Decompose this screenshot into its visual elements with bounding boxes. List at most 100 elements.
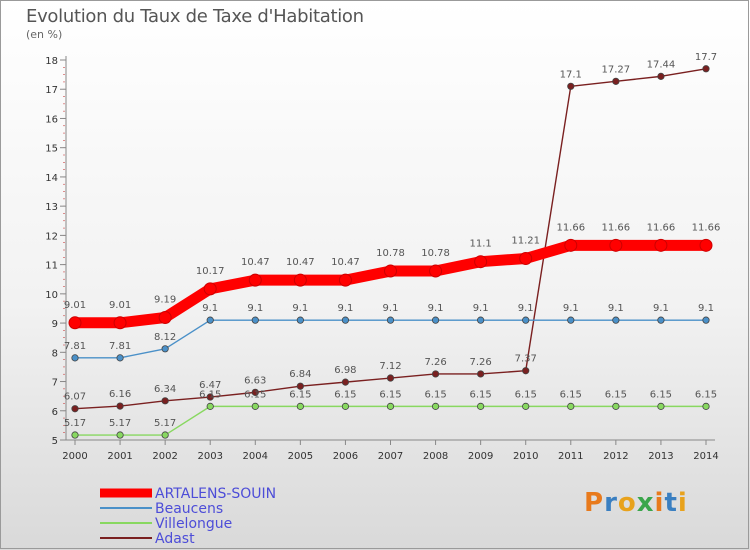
data-label: 9.1 (383, 303, 399, 314)
data-point (206, 316, 214, 324)
data-point (203, 282, 217, 296)
data-point (567, 402, 575, 410)
x-tick-label: 2009 (468, 451, 493, 462)
x-tick-label: 2008 (423, 451, 448, 462)
y-tick-label: 18 (45, 56, 58, 67)
data-point (251, 402, 259, 410)
data-point (612, 77, 620, 85)
data-label: 17.1 (560, 69, 582, 80)
data-point (477, 316, 485, 324)
y-tick-label: 16 (45, 114, 58, 125)
data-point (206, 402, 214, 410)
data-label: 6.15 (424, 389, 446, 400)
data-point (522, 367, 530, 375)
data-label: 7.26 (424, 357, 446, 368)
data-label: 9.01 (109, 300, 131, 311)
data-point (386, 316, 395, 324)
y-tick-label: 10 (45, 290, 58, 301)
data-label: 6.15 (605, 389, 627, 400)
y-tick-label: 8 (52, 348, 58, 359)
data-label: 6.15 (379, 389, 401, 400)
data-point (341, 402, 350, 410)
data-point (251, 316, 259, 324)
data-label: 9.19 (154, 295, 176, 306)
data-point (609, 238, 623, 252)
logo-letter: i (654, 488, 665, 518)
y-tick-label: 14 (45, 173, 58, 184)
data-label: 7.37 (515, 354, 537, 365)
data-label: 6.15 (199, 389, 221, 400)
logo-letter: i (677, 488, 688, 518)
y-tick-label: 11 (45, 261, 58, 272)
data-point (293, 273, 307, 287)
logo-letter: r (604, 488, 618, 518)
data-label: 9.1 (563, 303, 579, 314)
data-point (564, 238, 578, 252)
data-label: 9.1 (292, 303, 308, 314)
data-point (71, 405, 79, 413)
data-label: 10.78 (376, 248, 405, 259)
data-label: 11.21 (511, 235, 540, 246)
logo-letter: x (636, 488, 655, 518)
chart-subtitle: (en %) (26, 28, 63, 41)
data-label: 6.16 (109, 389, 131, 400)
data-point (567, 316, 575, 324)
data-point (519, 251, 533, 265)
data-point (206, 393, 214, 401)
data-label: 9.1 (698, 303, 714, 314)
data-point (474, 255, 488, 269)
data-point (699, 238, 713, 252)
data-point (251, 388, 259, 396)
x-tick-label: 2012 (603, 451, 628, 462)
data-point (386, 402, 395, 410)
data-label: 11.66 (647, 222, 676, 233)
data-label: 9.1 (473, 303, 489, 314)
x-tick-label: 2014 (693, 451, 718, 462)
x-tick-label: 2000 (62, 451, 87, 462)
data-point (116, 402, 124, 410)
data-point (477, 402, 485, 410)
data-label: 7.12 (379, 361, 401, 372)
x-tick-label: 2005 (288, 451, 313, 462)
data-label: 7.81 (64, 341, 86, 352)
data-point (296, 382, 304, 390)
data-point (522, 316, 530, 324)
data-label: 8.12 (154, 332, 176, 343)
data-label: 7.26 (470, 357, 492, 368)
data-point (384, 264, 397, 278)
data-label: 6.15 (650, 389, 672, 400)
y-tick-label: 15 (45, 144, 58, 155)
data-label: 5.17 (154, 418, 176, 429)
data-point (248, 273, 262, 287)
data-point (158, 311, 172, 325)
x-tick-label: 2007 (378, 451, 403, 462)
data-point (71, 354, 79, 362)
data-point (71, 431, 79, 439)
data-point (702, 316, 710, 324)
data-label: 9.1 (428, 303, 444, 314)
data-point (431, 316, 440, 324)
data-point (657, 402, 665, 410)
data-point (296, 316, 304, 324)
data-label: 5.17 (64, 418, 86, 429)
legend-label: Beaucens (155, 501, 223, 517)
logo-letter: o (617, 488, 637, 518)
y-tick-label: 13 (45, 202, 58, 213)
data-point (386, 374, 395, 382)
data-label: 6.34 (154, 384, 176, 395)
data-point (161, 431, 169, 439)
x-tick-label: 2001 (107, 451, 132, 462)
data-label: 6.15 (244, 389, 266, 400)
data-label: 6.15 (334, 389, 356, 400)
legend-label: Adast (155, 531, 195, 547)
data-label: 17.44 (647, 59, 676, 70)
data-point (702, 65, 710, 73)
proxiti-logo: Proxiti (584, 488, 688, 518)
data-label: 6.07 (64, 392, 86, 403)
data-point (702, 402, 710, 410)
data-point (116, 431, 124, 439)
data-label: 6.15 (289, 389, 311, 400)
data-point (567, 82, 575, 90)
